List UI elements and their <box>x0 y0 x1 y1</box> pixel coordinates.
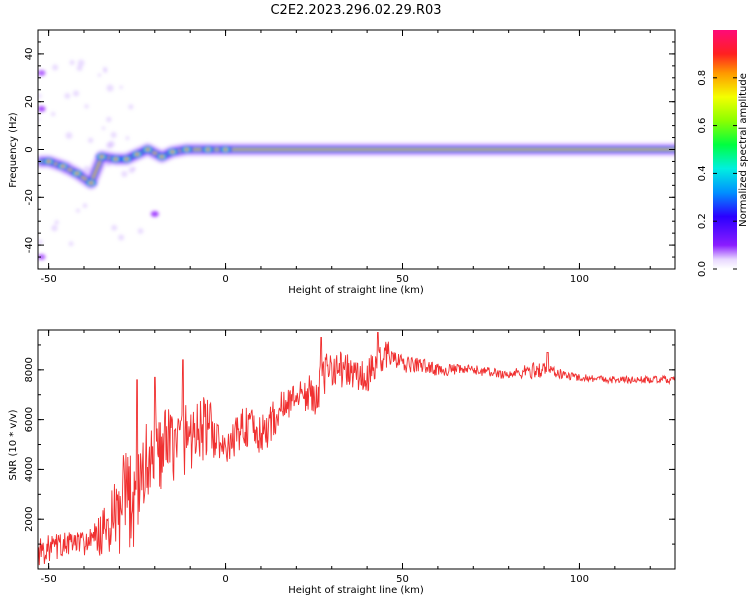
ridge-blob-peak <box>46 160 51 163</box>
y-tick-label: 6000 <box>24 407 35 432</box>
noise-speck <box>106 84 114 92</box>
ridge-blob-peak <box>124 157 129 161</box>
noise-speck <box>97 73 102 77</box>
x-tick-label: 50 <box>396 274 409 285</box>
noise-speck <box>69 59 75 66</box>
noise-speck <box>83 165 91 173</box>
colorbar-gradient <box>713 30 737 269</box>
colorbar-label: Normalized spectral amplitude <box>738 73 749 227</box>
noise-speck <box>102 66 108 72</box>
spectrogram-panel: -50 0 50 100 -40 -20 0 20 40 Height of straight … <box>8 29 676 296</box>
y-tick-label: 20 <box>24 95 35 108</box>
ridge-blob-peak <box>205 148 210 151</box>
ridge-blob-peak <box>159 155 164 159</box>
noise-speck <box>38 239 43 245</box>
noise-speck <box>68 241 74 247</box>
ridge-blob-peak <box>74 172 79 175</box>
noise-speck <box>77 59 85 67</box>
noise-speck <box>106 116 112 123</box>
noise-speck <box>52 64 59 71</box>
noise-speck <box>38 93 42 99</box>
noise-speck <box>125 136 130 141</box>
ridge-blob-peak <box>135 152 140 156</box>
x-tick-label: -50 <box>40 574 56 585</box>
noise-speck <box>110 131 117 138</box>
noise-speck <box>64 92 71 99</box>
ridge-blob-peak <box>99 155 104 159</box>
noise-speck <box>82 203 88 209</box>
noise-speck <box>137 228 144 234</box>
noise-speck <box>51 224 58 232</box>
spectrogram-x-axis-label: Height of straight line (km) <box>288 285 424 296</box>
colorbar: 0.0 0.2 0.4 0.6 0.8 Normalized spectral ampl… <box>697 30 749 277</box>
x-tick-label: 0 <box>222 574 228 585</box>
colorbar-tick-label: 0.4 <box>697 165 708 181</box>
noise-speck <box>119 85 123 89</box>
y-tick-label: 40 <box>24 48 35 61</box>
ridge-blob-peak <box>184 148 189 151</box>
ridge-blob-peak <box>89 181 94 185</box>
y-tick-label: 2000 <box>24 506 35 531</box>
colorbar-tick-label: 0.2 <box>697 213 708 229</box>
figure-title: C2E2.2023.296.02.29.R03 <box>270 3 441 18</box>
x-tick-label: 0 <box>222 274 228 285</box>
noise-speck <box>131 166 136 171</box>
noise-speck <box>108 140 115 148</box>
spectrogram-y-axis-label: Frequency (Hz) <box>8 112 19 188</box>
spectrogram-plot-area <box>38 59 675 261</box>
snr-ticks: -50 0 50 100 2000 4000 6000 8000 <box>24 330 675 585</box>
noise-speck <box>54 220 60 225</box>
noise-speck <box>65 132 73 139</box>
colorbar-tick-label: 0.6 <box>697 118 708 134</box>
noise-speck <box>75 208 81 213</box>
spectrogram-ticks: -50 0 50 100 -40 -20 0 20 40 <box>24 29 675 285</box>
noise-speck <box>50 111 56 117</box>
noise-speck <box>65 161 72 168</box>
snr-y-axis-label: SNR (10 * v/v) <box>8 409 19 480</box>
noise-speck <box>72 90 80 97</box>
y-tick-label: -20 <box>24 189 35 205</box>
snr-plot-area <box>38 332 675 566</box>
noise-speck <box>84 104 89 109</box>
ridge-blob-peak <box>60 164 65 168</box>
blob <box>38 105 46 112</box>
colorbar-ticks: 0.0 0.2 0.4 0.6 0.8 <box>697 70 737 277</box>
x-tick-label: -50 <box>40 274 56 285</box>
noise-speck <box>121 170 128 178</box>
blob <box>38 70 46 77</box>
ridge-blob-peak <box>223 148 228 151</box>
noise-speck <box>87 137 94 143</box>
y-tick-label: 8000 <box>24 357 35 382</box>
x-tick-label: 100 <box>570 574 589 585</box>
x-tick-label: 100 <box>570 274 589 285</box>
y-tick-label: 0 <box>24 146 35 152</box>
noise-speck <box>118 234 125 241</box>
y-tick-label: -40 <box>24 237 35 253</box>
noise-speck <box>76 65 83 72</box>
ridge-blob-peak <box>145 148 150 151</box>
snr-x-axis-label: Height of straight line (km) <box>288 585 424 596</box>
y-tick-label: 4000 <box>24 457 35 482</box>
colorbar-tick-label: 0.8 <box>697 70 708 86</box>
blob <box>150 211 159 218</box>
ridge-blob-peak <box>113 157 118 161</box>
snr-frame <box>37 329 676 570</box>
spectrogram-signal <box>38 59 675 261</box>
blob <box>38 254 46 261</box>
snr-panel: -50 0 50 100 2000 4000 6000 8000 Height of stra… <box>8 329 676 596</box>
noise-speck <box>111 224 118 231</box>
noise-speck <box>101 126 106 130</box>
ridge-blob-peak <box>170 150 175 154</box>
noise-speck <box>61 166 68 174</box>
noise-speck <box>128 104 134 110</box>
snr-line <box>38 332 675 566</box>
x-tick-label: 50 <box>396 574 409 585</box>
colorbar-tick-label: 0.0 <box>697 261 708 277</box>
noise-speck <box>105 161 111 167</box>
